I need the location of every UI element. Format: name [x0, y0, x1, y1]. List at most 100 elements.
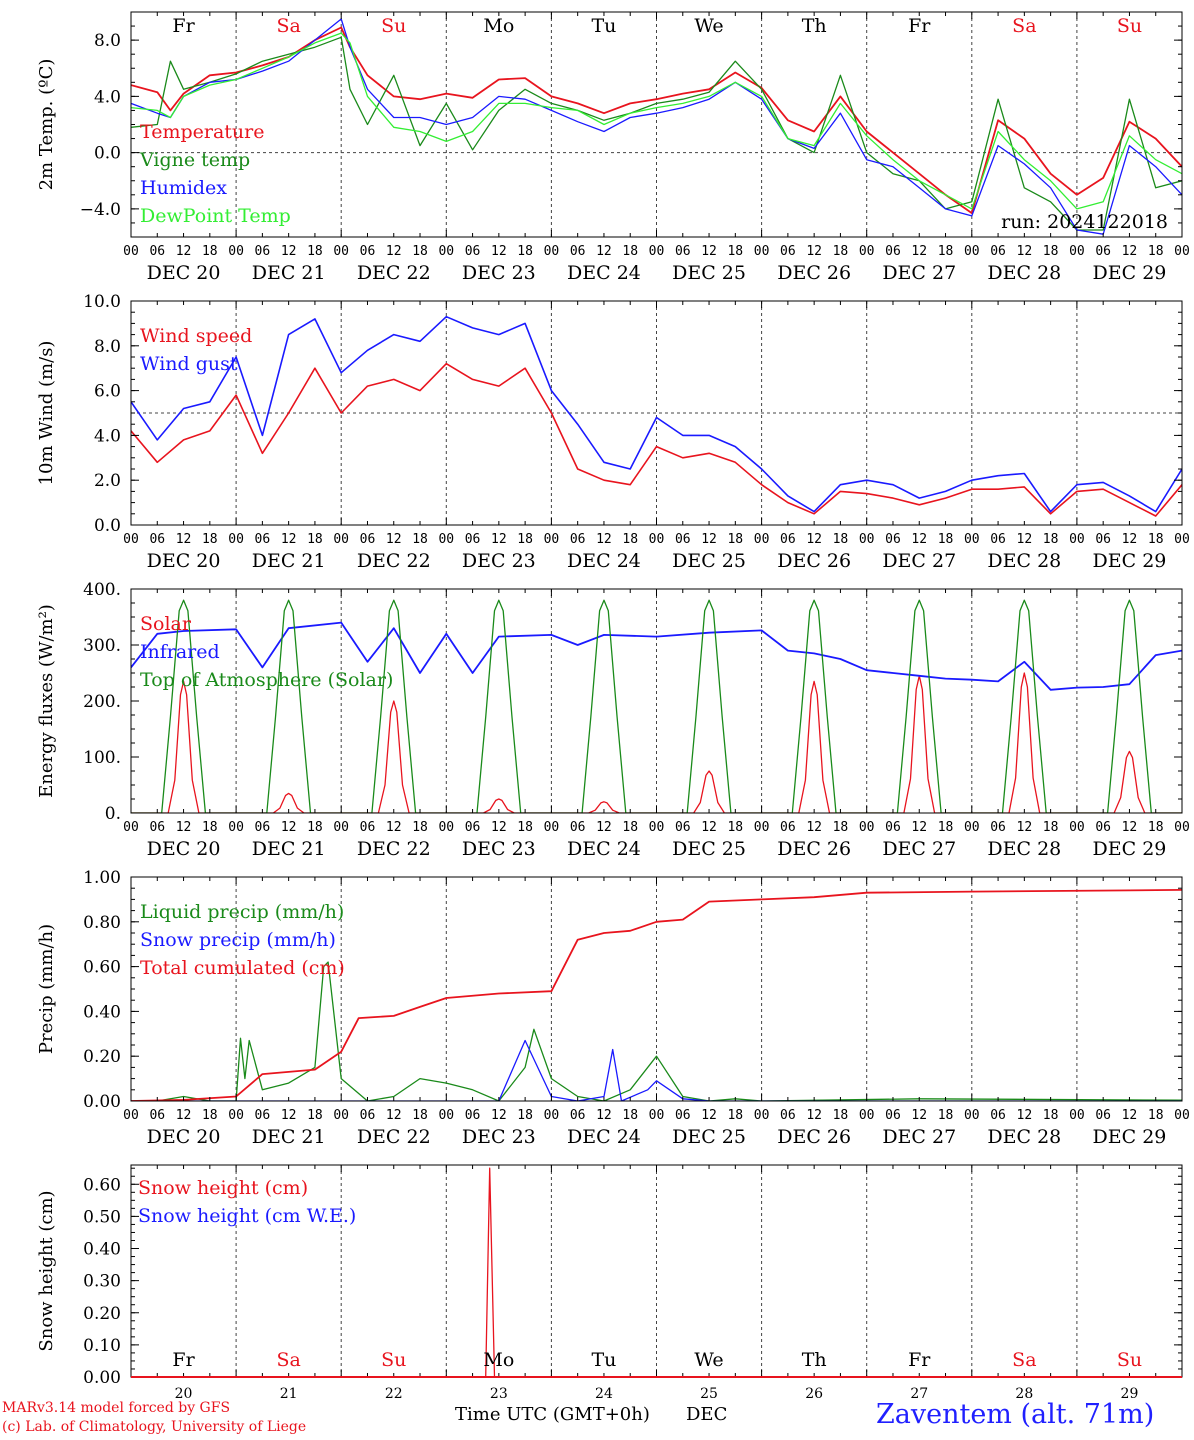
x-axis-label: Time UTC (GMT+0h) [455, 1404, 650, 1425]
date-label: DEC 29 [1093, 262, 1167, 284]
hour-label: 12 [911, 532, 927, 547]
series-line-dewpoint-temp [131, 32, 1182, 210]
date-label: DEC 27 [882, 1126, 956, 1148]
series-line-snow-precip-mm-h- [131, 1039, 1182, 1101]
series-line-snow-height-cm- [131, 1167, 1182, 1377]
hour-label: 06 [255, 532, 271, 547]
date-number: 21 [280, 1386, 298, 1402]
hour-label: 00 [438, 532, 454, 547]
hour-label: 06 [255, 244, 271, 259]
hour-label: 18 [202, 820, 218, 835]
hour-label: 18 [938, 244, 954, 259]
y-tick-label: 6.0 [94, 382, 121, 402]
legend-entry: Solar [140, 613, 192, 635]
hour-label: 06 [149, 1108, 165, 1123]
plot-frame [130, 588, 1183, 814]
day-label: Tu [591, 1349, 616, 1371]
date-label: DEC 29 [1093, 1126, 1167, 1148]
hour-label: 06 [675, 820, 691, 835]
hour-label: 00 [1069, 244, 1085, 259]
hour-label: 06 [570, 820, 586, 835]
hour-label: 12 [1122, 820, 1138, 835]
hour-label: 00 [123, 244, 139, 259]
hour-label: 06 [360, 820, 376, 835]
hour-label: 06 [1095, 532, 1111, 547]
day-label: Th [802, 1349, 827, 1371]
hour-label: 00 [964, 820, 980, 835]
hour-label: 06 [149, 820, 165, 835]
hour-label: 12 [281, 1108, 297, 1123]
hour-label: 00 [1069, 532, 1085, 547]
hour-label: 06 [1095, 1108, 1111, 1123]
hour-label: 12 [596, 244, 612, 259]
y-axis-label: 2m Temp. (ºC) [36, 59, 57, 191]
hour-label: 12 [176, 532, 192, 547]
hour-label: 18 [412, 1108, 428, 1123]
y-tick-label: 300. [83, 636, 121, 656]
y-tick-label: −4.0 [80, 200, 121, 220]
hour-label: 00 [228, 532, 244, 547]
hour-label: 12 [491, 1108, 507, 1123]
hour-label: 06 [885, 1108, 901, 1123]
hour-label: 12 [386, 820, 402, 835]
hour-label: 18 [202, 1108, 218, 1123]
hour-label: 00 [228, 820, 244, 835]
date-label: DEC 27 [882, 838, 956, 860]
hour-label: 12 [491, 820, 507, 835]
hour-label: 12 [806, 1108, 822, 1123]
hour-label: 12 [806, 532, 822, 547]
hour-label: 12 [386, 1108, 402, 1123]
date-label: DEC 28 [987, 838, 1061, 860]
hour-label: 00 [859, 1108, 875, 1123]
day-label: Su [1117, 1349, 1142, 1371]
y-tick-label: 8.0 [94, 31, 121, 51]
date-label: DEC 21 [252, 262, 326, 284]
date-label: DEC 22 [357, 838, 431, 860]
hour-label: 06 [255, 1108, 271, 1123]
date-label: DEC 26 [777, 1126, 851, 1148]
hour-label: 00 [228, 244, 244, 259]
legend-entry: Snow height (cm) [138, 1177, 308, 1199]
y-tick-label: 4.0 [94, 87, 121, 107]
panel-3: 0. 100. 200. 300. 400. Energy fluxes (W/m²) So… [36, 580, 1190, 860]
date-label: DEC 24 [567, 262, 641, 284]
hour-label: 00 [123, 820, 139, 835]
hour-label: 06 [675, 1108, 691, 1123]
hour-label: 12 [491, 244, 507, 259]
y-tick-label: 4.0 [94, 426, 121, 446]
legend-entry: Vigne temp [139, 149, 250, 171]
hour-label: 00 [544, 532, 560, 547]
hour-label: 00 [649, 1108, 665, 1123]
series-group [131, 1167, 1182, 1377]
hour-label: 00 [123, 532, 139, 547]
hour-label: 12 [1122, 244, 1138, 259]
date-label: DEC 26 [777, 838, 851, 860]
hour-label: 06 [465, 532, 481, 547]
y-tick-label: 0.50 [83, 1207, 121, 1227]
hour-label: 06 [780, 820, 796, 835]
hour-label: 18 [517, 532, 533, 547]
hour-label: 00 [649, 532, 665, 547]
date-number: 22 [385, 1386, 403, 1402]
y-tick-label: 0.60 [83, 958, 121, 978]
hour-label: 06 [885, 244, 901, 259]
hour-label: 00 [964, 532, 980, 547]
hour-label: 18 [202, 532, 218, 547]
hour-label: 18 [1043, 820, 1059, 835]
hour-label: 06 [1095, 244, 1111, 259]
hour-label: 12 [1017, 244, 1033, 259]
hour-label: 12 [911, 244, 927, 259]
hour-label: 00 [859, 244, 875, 259]
y-tick-label: 0.0 [94, 144, 121, 164]
hour-label: 06 [570, 532, 586, 547]
credit-line-2: (c) Lab. of Climatology, University of L… [2, 1419, 307, 1435]
series-line-infrared [131, 621, 1182, 691]
day-label: Su [381, 15, 406, 37]
hour-label: 00 [1069, 1108, 1085, 1123]
hour-label: 06 [465, 820, 481, 835]
day-label: Mo [483, 15, 514, 37]
hour-label: 18 [622, 532, 638, 547]
series-line-wind-speed [131, 362, 1182, 517]
hour-label: 00 [333, 532, 349, 547]
y-tick-label: 0.30 [83, 1272, 121, 1292]
